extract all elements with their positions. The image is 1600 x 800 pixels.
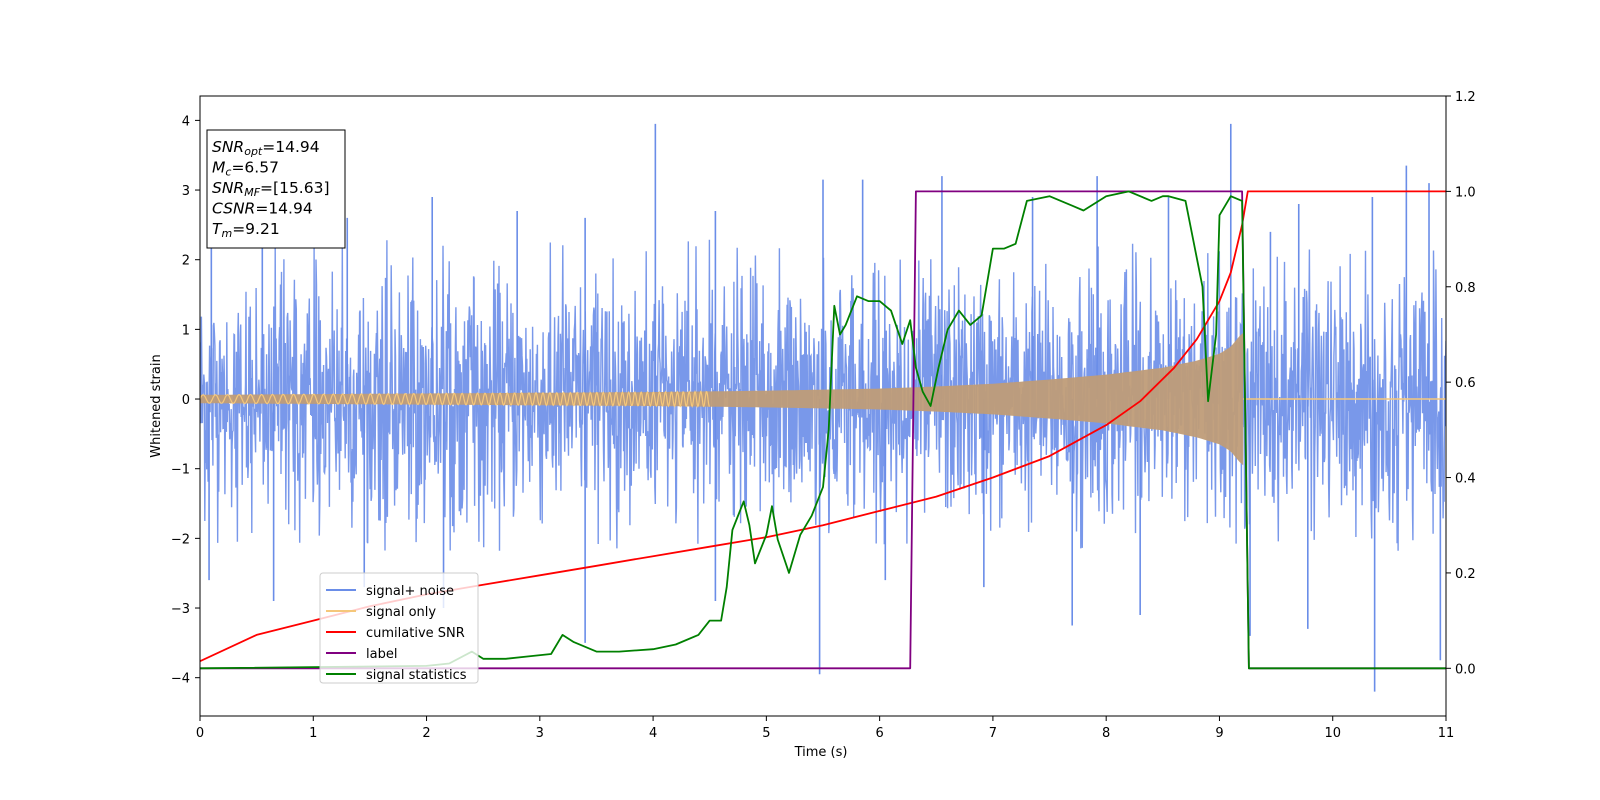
signal-only-envelope xyxy=(200,332,1244,466)
info-box-line: CSNR=14.94 xyxy=(212,200,313,218)
y-tick-label: 0 xyxy=(182,393,190,408)
signal-statistics-line xyxy=(200,190,1446,670)
y2-tick-label: 0.6 xyxy=(1455,376,1476,391)
legend-label: signal statistics xyxy=(366,668,467,683)
signal-only-series xyxy=(200,332,1446,466)
y2-tick-label: 0.4 xyxy=(1455,472,1476,487)
y-tick-label: 2 xyxy=(182,254,190,269)
y-tick-label: 3 xyxy=(182,184,190,199)
y-axis-right: 0.0 0.2 0.4 0.6 0.8 1.0 1.2 xyxy=(1446,90,1476,677)
legend-label: signal+ noise xyxy=(366,584,454,599)
x-tick-label: 2 xyxy=(422,726,430,741)
x-tick-label: 7 xyxy=(989,726,997,741)
x-tick-label: 4 xyxy=(649,726,657,741)
legend-label: cumilative SNR xyxy=(366,626,465,641)
x-tick-label: 9 xyxy=(1215,726,1223,741)
info-box-line: SNRopt=14.94 xyxy=(212,138,320,158)
y-tick-label: 1 xyxy=(182,323,190,338)
y2-tick-label: 0.2 xyxy=(1455,567,1476,582)
info-box-line: Mc=6.57 xyxy=(212,159,279,179)
y-axis-label: Whitened strain xyxy=(149,354,164,457)
y-tick-label: −1 xyxy=(171,463,190,478)
y2-tick-label: 0.8 xyxy=(1455,281,1476,296)
y2-tick-label: 1.0 xyxy=(1455,185,1476,200)
y-axis-left: −4 −3 −2 −1 0 1 2 3 4 xyxy=(171,114,200,687)
legend: signal+ noise signal only cumilative SNR la… xyxy=(319,572,479,684)
x-tick-label: 1 xyxy=(309,726,317,741)
info-box-line: SNRMF=[15.63] xyxy=(212,179,330,199)
y2-tick-label: 1.2 xyxy=(1455,90,1476,105)
signal-only-ripple xyxy=(200,390,710,409)
x-axis-label: Time (s) xyxy=(794,745,848,760)
x-tick-label: 11 xyxy=(1438,726,1455,741)
axes-frame xyxy=(199,95,1447,717)
legend-frame xyxy=(319,572,479,684)
y-tick-label: 4 xyxy=(182,114,190,129)
y-tick-label: −3 xyxy=(171,602,190,617)
x-axis: 0 1 2 3 4 5 6 7 8 9 10 11 xyxy=(196,716,1454,741)
y2-tick-label: 0.0 xyxy=(1455,662,1476,677)
x-tick-label: 6 xyxy=(875,726,883,741)
info-box: SNRopt=14.94Mc=6.57SNRMF=[15.63]CSNR=14.… xyxy=(206,129,346,249)
y-tick-label: −2 xyxy=(171,532,190,547)
x-tick-label: 3 xyxy=(536,726,544,741)
legend-label: signal only xyxy=(366,605,436,620)
plot-content xyxy=(200,123,1446,692)
signal-noise-series xyxy=(200,123,1446,692)
x-tick-label: 5 xyxy=(762,726,770,741)
x-tick-label: 0 xyxy=(196,726,204,741)
info-box-line: Tm=9.21 xyxy=(212,220,280,240)
x-tick-label: 8 xyxy=(1102,726,1110,741)
legend-label: label xyxy=(366,647,397,662)
y-tick-label: −4 xyxy=(171,672,190,687)
x-tick-label: 10 xyxy=(1324,726,1341,741)
info-box-frame xyxy=(206,129,346,249)
